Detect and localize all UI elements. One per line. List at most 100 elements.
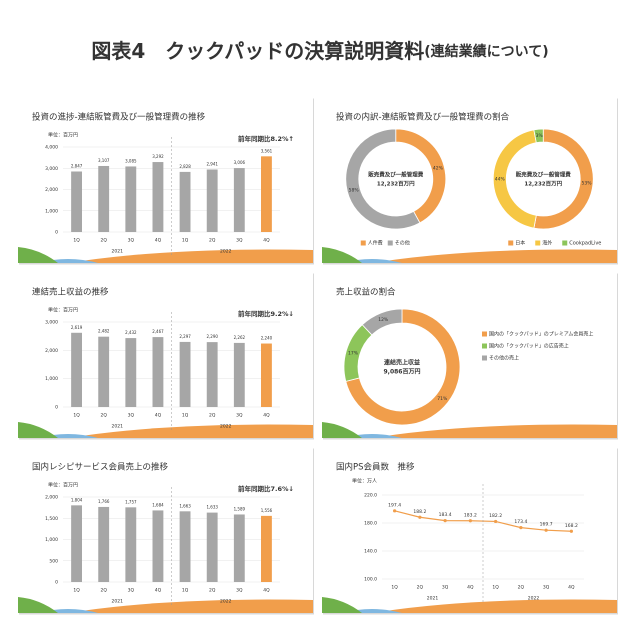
point: [468, 519, 472, 523]
legend-swatch: [482, 355, 487, 361]
value-label: 169.7: [540, 522, 553, 528]
unit-label: 単位：百万円: [48, 307, 78, 314]
slide-title: 国内レシピサービス会員売上の推移: [32, 462, 169, 473]
center-label: 12,232百万円: [524, 180, 562, 188]
bar: [179, 341, 191, 407]
center-label: 販売費及び一般管理費: [516, 171, 572, 179]
x-tick-label: 1Q: [182, 238, 189, 244]
wave-orange: [68, 599, 313, 613]
center-label: 販売費及び一般管理費: [368, 171, 424, 179]
y-tick-label: 100.0: [364, 577, 377, 583]
bar: [206, 512, 218, 582]
y-tick-label: 500: [49, 558, 58, 564]
wave-green: [322, 247, 362, 263]
bar: [71, 505, 82, 582]
x-tick-label: 3Q: [128, 413, 135, 419]
point: [443, 519, 447, 523]
bar: [125, 507, 137, 582]
center-label: 連結売上収益: [384, 359, 420, 367]
y-tick-label: 1,000: [45, 208, 58, 214]
legend-swatch: [482, 343, 487, 349]
value-label: 168.2: [565, 523, 578, 529]
x-tick-label: 1Q: [391, 585, 398, 591]
x-tick-label: 3Q: [236, 413, 243, 419]
y-tick-label: 2,000: [45, 348, 58, 354]
bar: [98, 506, 110, 582]
legend-swatch: [535, 240, 541, 246]
value-label: 1,766: [98, 499, 110, 504]
value-label: 2,847: [71, 164, 83, 169]
wave-orange: [372, 424, 617, 438]
legend-label: 海外: [542, 240, 552, 247]
slide-title: 連結売上収益の推移: [32, 287, 109, 298]
value-label: 3,107: [98, 158, 110, 163]
value-label: 12%: [378, 317, 389, 323]
bar: [98, 336, 110, 407]
x-group-label: 2022: [220, 599, 232, 605]
x-group-label: 2022: [220, 424, 232, 430]
x-group-label: 2021: [112, 424, 124, 430]
bar: [233, 342, 245, 407]
value-label: 2,432: [125, 330, 137, 335]
unit-label: 単位：百万円: [48, 132, 78, 139]
x-tick-label: 4Q: [155, 588, 162, 594]
y-tick-label: 1,500: [45, 516, 58, 522]
wave-green: [322, 422, 362, 438]
legend-swatch: [387, 240, 393, 246]
y-tick-label: 0: [55, 405, 58, 411]
x-tick-label: 2Q: [100, 238, 107, 244]
value-label: 2,482: [98, 329, 110, 334]
bar: [206, 169, 218, 232]
wave-green: [18, 247, 58, 263]
y-tick-label: 1,000: [45, 537, 58, 543]
point: [569, 529, 573, 533]
bar: [152, 162, 164, 232]
value-label: 1,663: [179, 503, 191, 508]
x-tick-label: 3Q: [543, 585, 550, 591]
x-group-label: 2021: [112, 249, 124, 255]
y-tick-label: 0: [55, 580, 58, 586]
legend-swatch: [562, 240, 568, 246]
donut-segment: [345, 308, 461, 426]
bar: [233, 514, 245, 582]
legend-swatch: [508, 240, 514, 246]
x-tick-label: 4Q: [263, 238, 270, 244]
value-label: 1,633: [206, 505, 218, 510]
bar: [71, 171, 82, 232]
x-tick-label: 4Q: [155, 413, 162, 419]
bar: [98, 165, 110, 232]
point: [418, 515, 422, 519]
legend-label: 人件費: [368, 240, 383, 247]
value-label: 3%: [536, 133, 544, 139]
value-label: 1,589: [234, 506, 246, 511]
y-tick-label: 3,000: [45, 166, 58, 172]
value-label: 2,619: [71, 325, 83, 330]
bar: [152, 510, 164, 582]
wave-orange: [68, 424, 313, 438]
slide-title: 投資の進捗-連結販管費及び一般管理費の推移: [32, 112, 206, 123]
value-label: 44%: [495, 177, 506, 183]
x-tick-label: 3Q: [236, 588, 243, 594]
point: [544, 528, 548, 532]
value-label: 42%: [433, 166, 444, 172]
legend-label: 国内の「クックパッド」の広告売上: [489, 343, 569, 350]
legend-label: その他: [395, 240, 410, 247]
value-label: 2,240: [261, 336, 273, 341]
x-tick-label: 1Q: [182, 413, 189, 419]
value-label: 2,262: [234, 335, 246, 340]
x-tick-label: 2Q: [209, 588, 216, 594]
wave-orange: [372, 249, 617, 263]
value-label: 1,556: [261, 508, 273, 513]
slide: [322, 97, 617, 263]
x-tick-label: 3Q: [128, 238, 135, 244]
value-label: 2,941: [206, 162, 218, 167]
donut-segment: [361, 308, 403, 336]
y-tick-label: 2,000: [45, 495, 58, 501]
point: [494, 519, 498, 524]
annotation: 前年同期比7.6%↓: [238, 484, 294, 493]
point: [393, 509, 397, 513]
annotation: 前年同期比8.2%↑: [238, 134, 294, 143]
y-tick-label: 1,000: [45, 376, 58, 382]
value-label: 3,085: [125, 158, 137, 163]
